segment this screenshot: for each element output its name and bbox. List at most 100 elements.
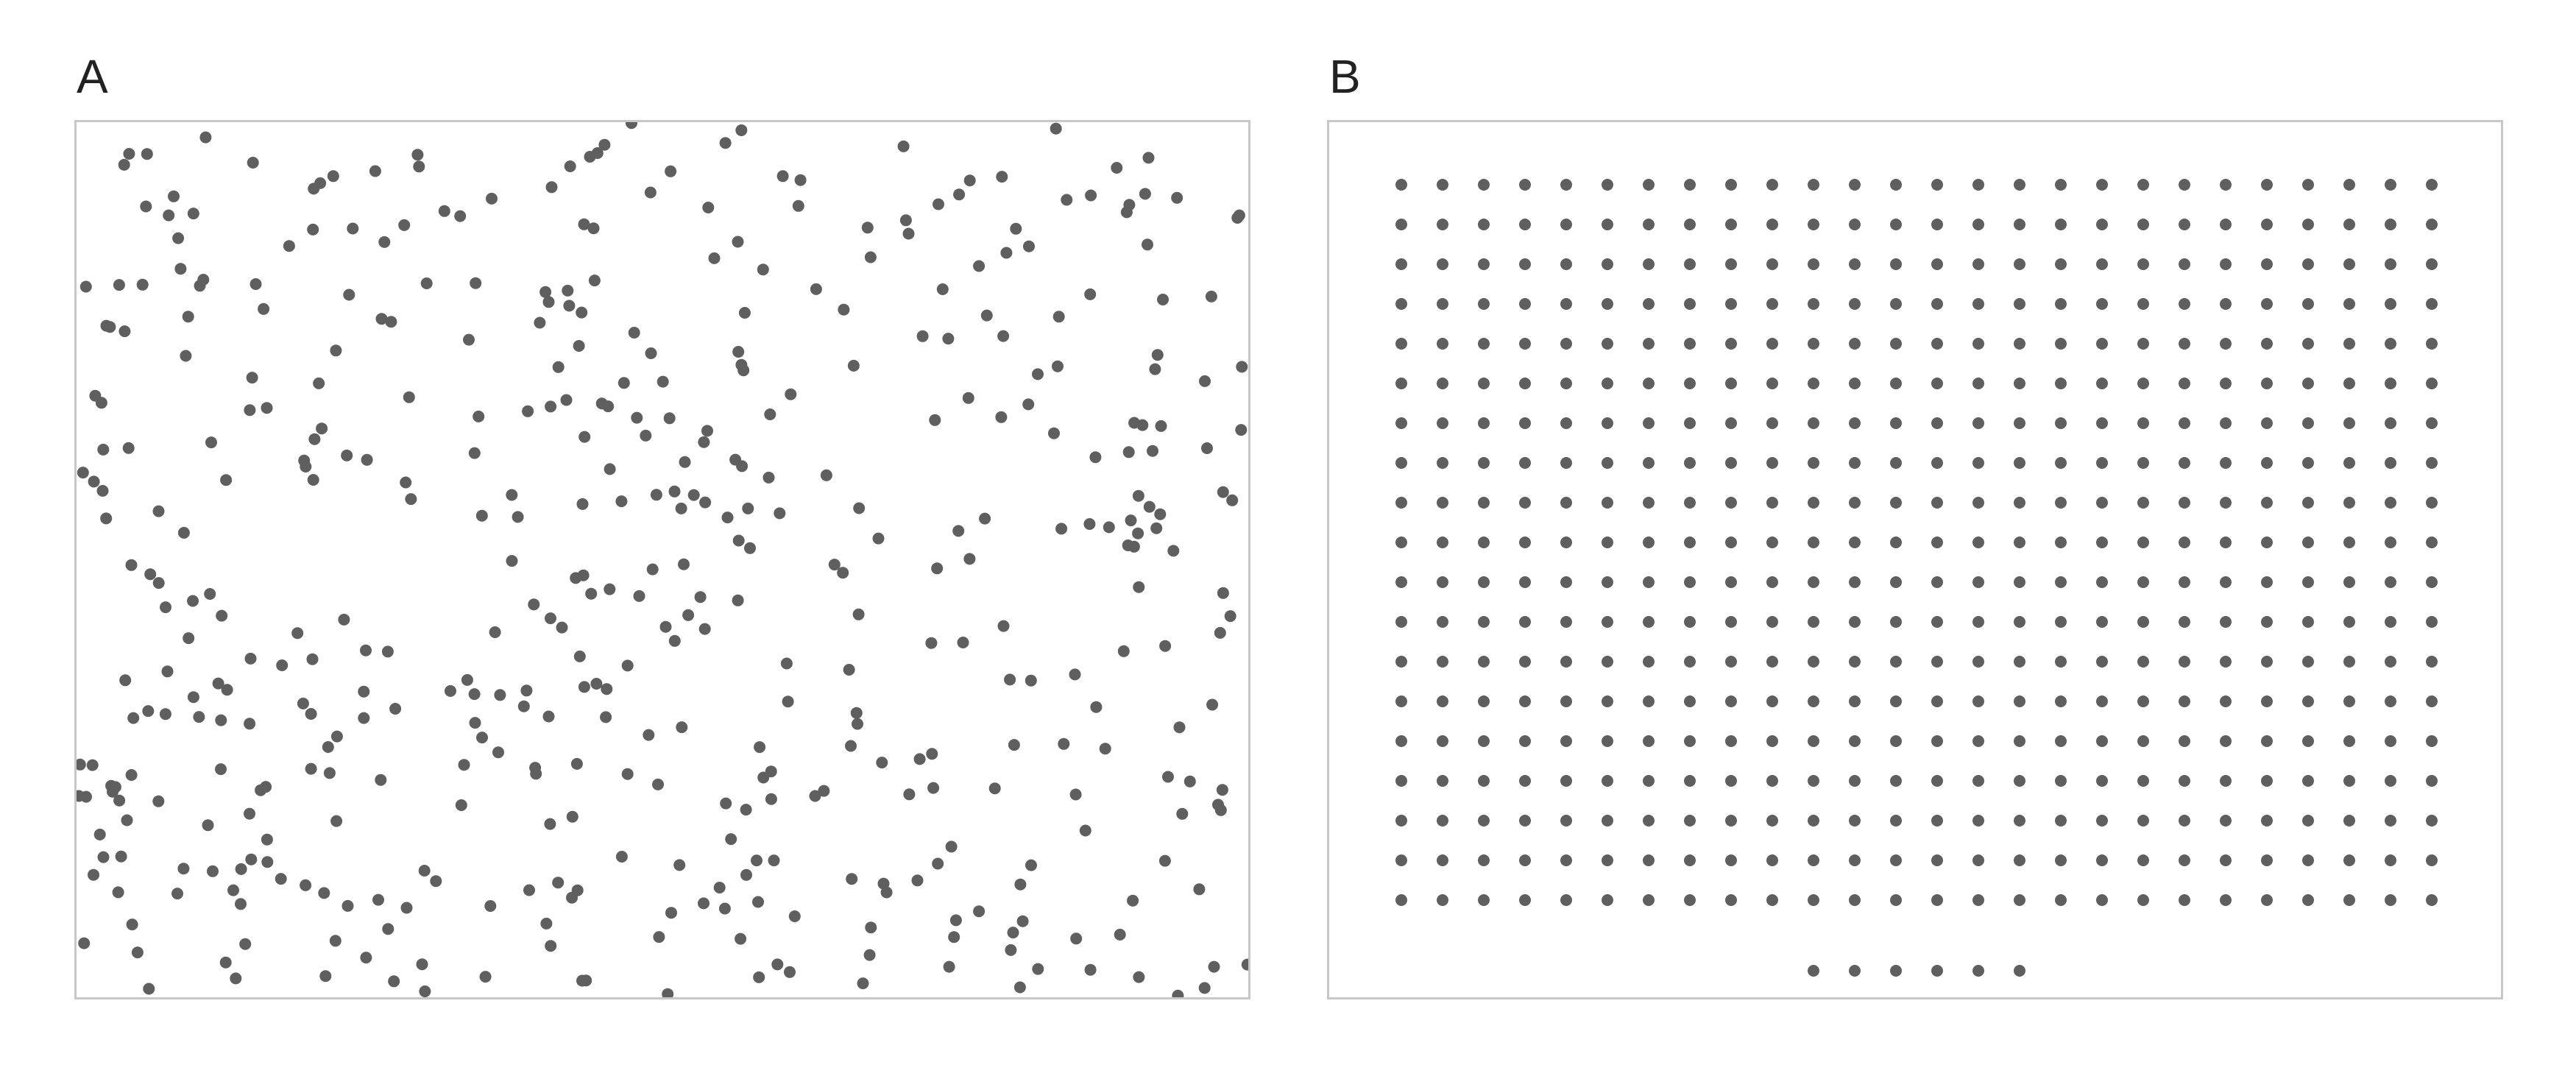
dot xyxy=(584,151,596,163)
dot xyxy=(330,730,343,743)
dot xyxy=(564,160,576,172)
dot xyxy=(2343,378,2355,389)
dot xyxy=(1069,788,1082,801)
dot xyxy=(1931,656,1943,668)
dot xyxy=(701,425,713,437)
dot xyxy=(560,394,573,406)
dot xyxy=(732,594,744,606)
dot xyxy=(159,708,171,721)
dot xyxy=(323,767,336,779)
dot xyxy=(77,758,86,771)
dot xyxy=(782,695,794,708)
dot xyxy=(2220,854,2232,866)
dot xyxy=(1725,298,1737,310)
dot xyxy=(2385,219,2396,230)
dot xyxy=(1808,965,1819,977)
dot xyxy=(1808,417,1819,429)
dot xyxy=(327,170,339,183)
dot xyxy=(1560,815,1572,827)
dot xyxy=(2055,695,2067,707)
dot xyxy=(931,562,944,575)
dot xyxy=(2426,298,2438,310)
dot xyxy=(1849,775,1861,787)
dot xyxy=(1725,735,1737,747)
dot xyxy=(2426,338,2438,350)
dot xyxy=(1519,894,1531,906)
dot xyxy=(413,160,425,173)
dot xyxy=(1132,489,1144,502)
dot xyxy=(2096,537,2108,548)
dot xyxy=(2179,735,2190,747)
dot xyxy=(2137,616,2149,628)
dot xyxy=(740,804,752,816)
dot xyxy=(1849,656,1861,668)
dot xyxy=(659,620,672,633)
dot xyxy=(2385,457,2396,469)
dot xyxy=(381,645,394,658)
dot xyxy=(1725,537,1737,548)
dot xyxy=(2014,378,2025,389)
dot xyxy=(542,296,555,308)
dot xyxy=(673,859,686,871)
dot xyxy=(640,429,652,442)
dot xyxy=(202,819,214,832)
dot xyxy=(2220,457,2232,469)
dot xyxy=(2343,854,2355,866)
dot xyxy=(1643,378,1655,389)
dot xyxy=(2014,965,2025,977)
dot xyxy=(1079,824,1091,837)
dot xyxy=(2343,735,2355,747)
dot xyxy=(1007,927,1019,939)
dot xyxy=(585,587,598,600)
dot xyxy=(113,794,126,807)
dot xyxy=(1159,640,1172,652)
dot xyxy=(1241,958,1248,971)
dot xyxy=(1025,674,1037,687)
dot xyxy=(2096,854,2108,866)
dot xyxy=(1085,189,1097,202)
dot xyxy=(2261,219,2273,230)
dot xyxy=(1437,537,1448,548)
dot xyxy=(461,673,473,686)
dot xyxy=(2426,695,2438,707)
dot xyxy=(732,534,745,547)
dot xyxy=(2426,656,2438,668)
dot xyxy=(2220,735,2232,747)
dot xyxy=(1602,815,1613,827)
dot xyxy=(79,280,92,293)
dot xyxy=(2426,179,2438,191)
dot xyxy=(1000,247,1013,259)
dot xyxy=(1560,695,1572,707)
dot xyxy=(1150,522,1163,534)
dot xyxy=(2343,457,2355,469)
dot xyxy=(2385,576,2396,588)
dot xyxy=(314,177,327,189)
dot xyxy=(1560,656,1572,668)
dot xyxy=(2385,815,2396,827)
dot xyxy=(1395,537,1407,548)
dot xyxy=(2014,497,2025,509)
dot xyxy=(1602,179,1613,191)
dot xyxy=(857,977,869,990)
dot xyxy=(1103,521,1115,534)
dot xyxy=(1972,219,1984,230)
dot xyxy=(1643,179,1655,191)
dot xyxy=(1216,784,1228,796)
dot xyxy=(1890,537,1902,548)
dot xyxy=(757,771,770,784)
dot xyxy=(1890,219,1902,230)
dot xyxy=(1972,537,1984,548)
dot xyxy=(475,509,488,522)
dot xyxy=(358,685,370,698)
dot xyxy=(1972,854,1984,866)
dot xyxy=(1972,457,1984,469)
dot xyxy=(1602,417,1613,429)
dot xyxy=(1643,219,1655,230)
dot xyxy=(2385,735,2396,747)
dot xyxy=(1437,179,1448,191)
dot xyxy=(1972,894,1984,906)
dot xyxy=(1058,737,1070,750)
dot xyxy=(577,569,590,581)
dot xyxy=(152,795,165,807)
dot xyxy=(1157,294,1169,305)
